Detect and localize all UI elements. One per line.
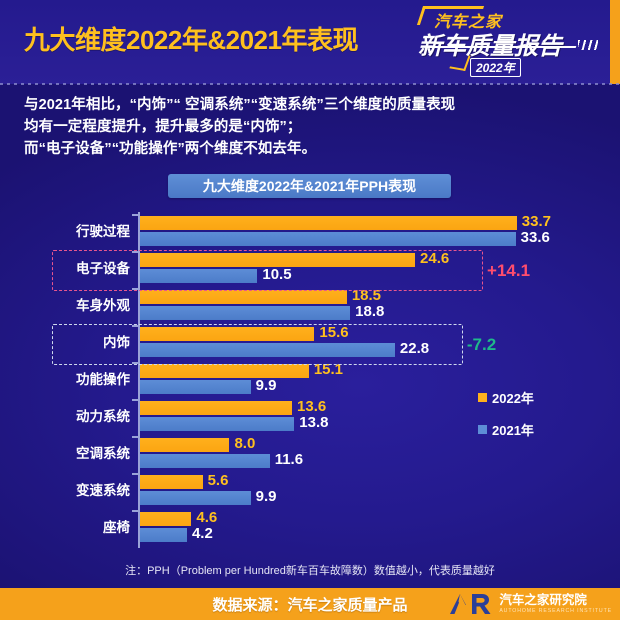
legend-label: 2021年 xyxy=(492,423,534,438)
header: 九大维度2022年&2021年表现 汽车之家 新车质量报告 2022年 xyxy=(0,0,620,84)
axis-tick xyxy=(132,251,139,253)
chart-row: 变速系统 5.6 9.9 xyxy=(0,473,620,510)
chart-row: 功能操作 15.1 9.9 xyxy=(0,362,620,399)
bar-2021 xyxy=(140,232,516,246)
category-label: 动力系统 xyxy=(76,409,130,424)
header-orange-edge xyxy=(610,0,620,84)
chart-axis xyxy=(138,212,140,548)
value-label-2022: 4.6 xyxy=(196,509,218,526)
bar-2021 xyxy=(140,343,395,357)
data-source: 数据来源：汽车之家质量产品 xyxy=(212,596,408,614)
chart-row: 车身外观 18.5 18.8 xyxy=(0,288,620,325)
chart-row: 电子设备 24.6 10.5 xyxy=(0,251,620,288)
chart-title: 九大维度2022年&2021年PPH表现 xyxy=(168,174,451,198)
footer-logo: 汽车之家研究院 AUTOHOME RESEARCH INSTITUTE xyxy=(447,591,612,617)
value-label-2021: 4.2 xyxy=(191,525,213,542)
axis-tick xyxy=(132,214,139,216)
value-label-2021: 13.8 xyxy=(299,414,329,431)
category-label: 车身外观 xyxy=(76,298,130,313)
axis-tick xyxy=(132,325,139,327)
bar-2021 xyxy=(140,269,258,283)
axis-tick xyxy=(132,399,139,401)
summary-paragraph: 与2021年相比，“内饰”“ 空调系统”“变速系统”三个维度的质量表现 均有一定… xyxy=(24,94,599,160)
summary-line-2: 均有一定程度提升，提升最多的是“内饰”； xyxy=(24,119,302,135)
chart-row: 动力系统 13.6 13.8 xyxy=(0,399,620,436)
value-label-2022: 8.0 xyxy=(234,435,256,452)
value-label-2021: 10.5 xyxy=(262,266,292,283)
bar-2022 xyxy=(140,327,315,341)
value-label-2022: 15.6 xyxy=(319,324,349,341)
logo-name-cn: 汽车之家研究院 xyxy=(499,593,587,608)
bar-2022 xyxy=(140,216,517,230)
delta-label: +14.1 xyxy=(487,261,531,280)
category-label: 功能操作 xyxy=(76,372,130,387)
value-label-2022: 15.1 xyxy=(313,361,344,378)
value-label-2021: 18.8 xyxy=(355,303,385,320)
summary-line-3: 而“电子设备”“功能操作”两个维度不如去年。 xyxy=(24,141,317,157)
value-label-2021: 11.6 xyxy=(274,451,304,468)
legend-item-2021年[interactable]: 2021年 xyxy=(478,420,534,439)
legend-item-2022年[interactable]: 2022年 xyxy=(478,388,534,407)
bar-2022 xyxy=(140,253,416,267)
bar-chart: 行驶过程 33.7 33.6 电子设备 24.6 10.5 车身外观 18.5 18.8 内饰 15… xyxy=(0,206,620,554)
legend-swatch-icon xyxy=(478,393,487,402)
category-label: 电子设备 xyxy=(76,261,130,276)
logo-text: 汽车之家研究院 AUTOHOME RESEARCH INSTITUTE xyxy=(499,594,612,614)
category-label: 内饰 xyxy=(103,335,130,350)
bar-2022 xyxy=(140,438,230,452)
chart-note: 注：PPH（Problem per Hundred新车百车故障数）数值越小，代表… xyxy=(125,565,495,577)
bar-2021 xyxy=(140,417,295,431)
bar-2021 xyxy=(140,306,351,320)
chart-row: 座椅 4.6 4.2 xyxy=(0,510,620,547)
legend-label: 2022年 xyxy=(492,391,534,406)
value-label-2021: 33.6 xyxy=(520,229,550,246)
axis-tick xyxy=(132,288,139,290)
value-label-2022: 24.6 xyxy=(420,250,450,267)
footer: 数据来源：汽车之家质量产品 汽车之家研究院 AUTOHOME RESEARCH … xyxy=(0,588,620,620)
bar-2021 xyxy=(140,454,270,468)
value-label-2021: 9.9 xyxy=(255,377,277,394)
badge-brand: 汽车之家 xyxy=(434,14,503,31)
bar-2021 xyxy=(140,528,187,542)
chart-row: 内饰 15.6 22.8 xyxy=(0,325,620,362)
ar-logo-icon xyxy=(447,592,493,616)
report-badge: 汽车之家 新车质量报告 2022年 xyxy=(412,4,602,80)
axis-tick xyxy=(132,436,139,438)
value-label-2022: 13.6 xyxy=(297,398,327,415)
category-label: 行驶过程 xyxy=(76,224,130,239)
delta-label: -7.2 xyxy=(466,335,497,354)
category-label: 座椅 xyxy=(103,520,130,535)
axis-tick xyxy=(132,473,139,475)
bar-2022 xyxy=(140,364,309,378)
value-label-2021: 9.9 xyxy=(255,488,277,505)
legend-swatch-icon xyxy=(478,425,487,434)
bar-2022 xyxy=(140,401,293,415)
category-label: 变速系统 xyxy=(76,483,130,498)
badge-underline xyxy=(425,46,577,48)
badge-year: 2022年 xyxy=(470,58,521,77)
summary-line-1: 与2021年相比，“内饰”“ 空调系统”“变速系统”三个维度的质量表现 xyxy=(24,97,456,113)
bar-2022 xyxy=(140,475,203,489)
value-label-2021: 22.8 xyxy=(399,340,430,357)
page-title: 九大维度2022年&2021年表现 xyxy=(24,25,358,55)
header-divider xyxy=(0,83,620,85)
bar-2021 xyxy=(140,380,251,394)
logo-name-en: AUTOHOME RESEARCH INSTITUTE xyxy=(499,607,612,614)
axis-tick xyxy=(132,510,139,512)
badge-speed-lines-icon xyxy=(578,40,598,50)
bar-2022 xyxy=(140,512,192,526)
axis-tick xyxy=(132,362,139,364)
chart-row: 空调系统 8.0 11.6 xyxy=(0,436,620,473)
bar-2021 xyxy=(140,491,251,505)
chart-row: 行驶过程 33.7 33.6 xyxy=(0,214,620,251)
bar-2022 xyxy=(140,290,347,304)
category-label: 空调系统 xyxy=(76,446,130,461)
value-label-2022: 5.6 xyxy=(207,472,229,489)
value-label-2022: 18.5 xyxy=(351,287,382,304)
value-label-2022: 33.7 xyxy=(521,213,551,230)
badge-report-title: 新车质量报告 xyxy=(418,33,562,60)
